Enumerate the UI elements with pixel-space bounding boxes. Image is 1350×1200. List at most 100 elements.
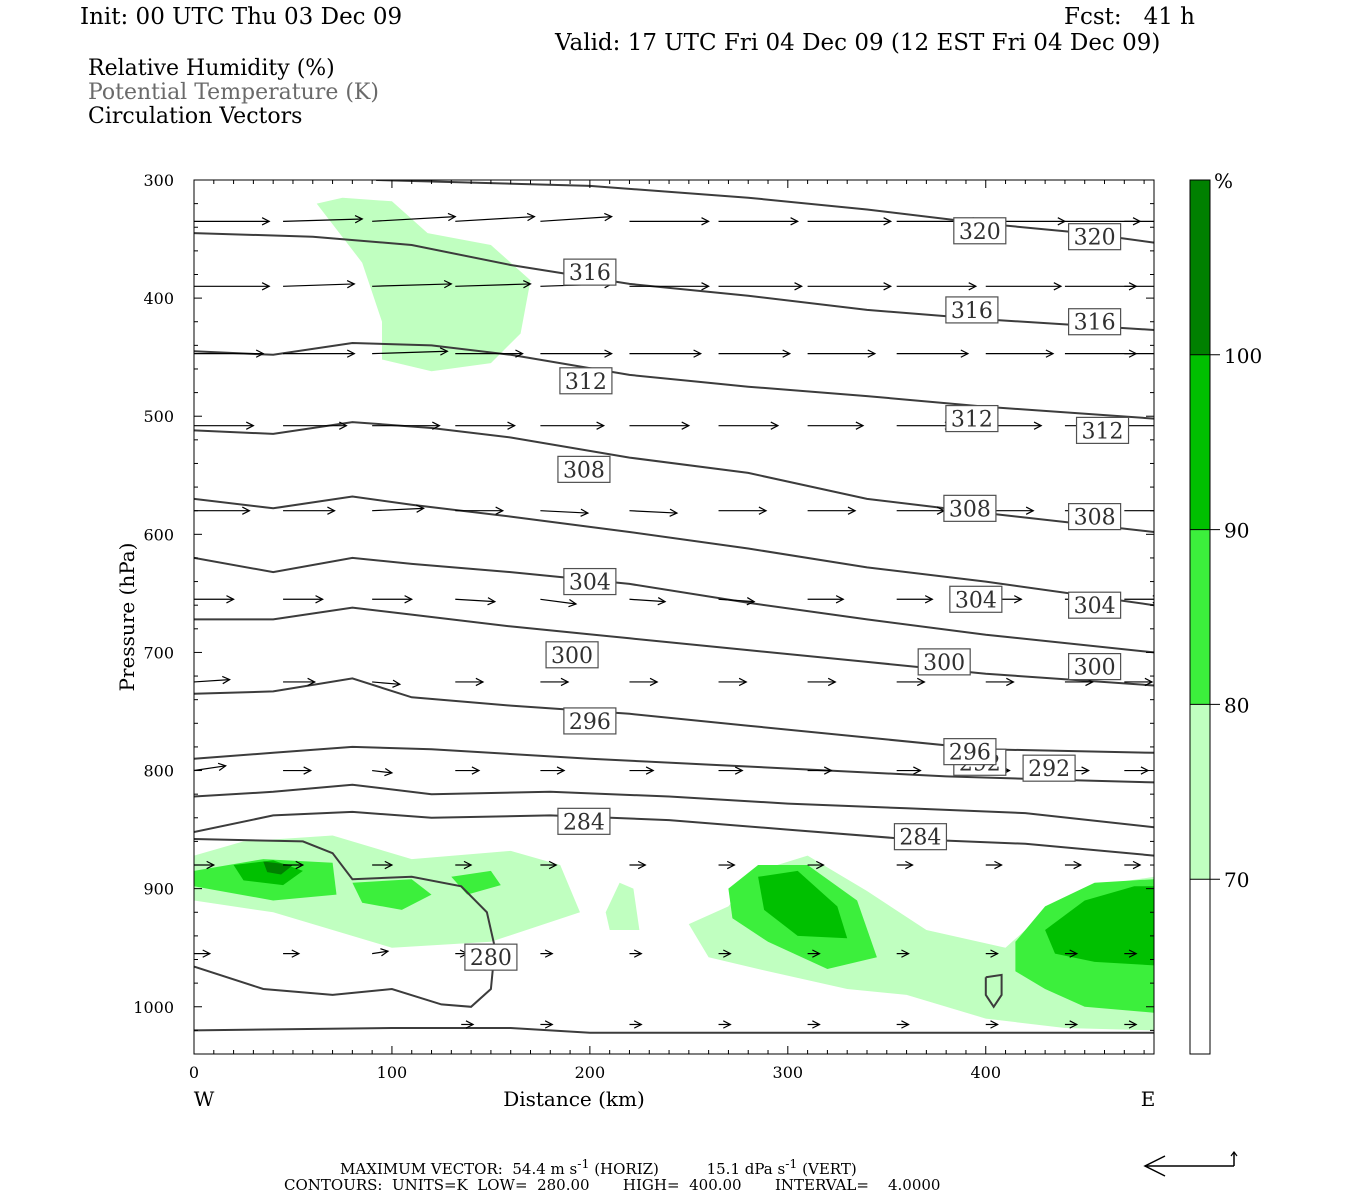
circulation-vector (629, 508, 679, 517)
contour-label-292: 292 (1022, 754, 1076, 782)
circulation-vector (194, 949, 212, 958)
y-tick-label: 400 (143, 289, 174, 308)
circulation-vector (985, 949, 999, 958)
init-time: Init: 00 UTC Thu 03 Dec 09 (80, 4, 403, 30)
circulation-vector (896, 349, 970, 358)
circulation-vector (807, 421, 865, 430)
vector-head (526, 212, 536, 222)
vector-head (392, 679, 402, 688)
circulation-vector (985, 1020, 999, 1029)
vector-head (883, 217, 893, 226)
vector-head (827, 677, 837, 687)
circulation-vector (629, 217, 710, 226)
vector-head (823, 766, 833, 775)
vector-head (255, 349, 265, 358)
contour-label-308: 308 (943, 494, 997, 522)
vector-head (507, 421, 516, 430)
vector-head (994, 860, 1003, 870)
x-tick-label: 100 (377, 1063, 408, 1082)
circulation-vector (807, 860, 825, 870)
circulation-vector (283, 949, 301, 958)
circulation-vector (718, 506, 768, 515)
colorbar-unit-label: % (1214, 169, 1233, 193)
vector-head (855, 421, 865, 430)
x-tick-label: 400 (970, 1063, 1001, 1082)
contour-label-text: 308 (1074, 506, 1116, 531)
theta-contour-324 (376, 180, 1154, 244)
vector-head (380, 948, 390, 957)
x-end-label-west: W (194, 1087, 215, 1111)
circulation-vector (807, 282, 893, 291)
contour-label-text: 300 (923, 651, 965, 676)
circulation-vector (540, 508, 590, 517)
circulation-vector (1124, 425, 1154, 427)
vector-head (1053, 282, 1063, 291)
vector-head (758, 506, 768, 515)
circulation-vector (372, 504, 425, 513)
vector-head (701, 217, 710, 226)
circulation-vector (540, 949, 554, 958)
circulation-vector (455, 860, 473, 870)
circulation-vector (1064, 1020, 1079, 1029)
circulation-vector (718, 766, 744, 775)
contour-label-box (917, 648, 971, 676)
vector-head (1069, 949, 1079, 958)
vector-head (261, 282, 271, 291)
vector-shaft (455, 283, 531, 287)
vector-head (901, 1020, 910, 1029)
circulation-vector (455, 212, 536, 222)
circulation-vector (1124, 766, 1150, 775)
circulation-vector (283, 860, 305, 870)
vector-head (701, 282, 710, 291)
theta-contour-312 (194, 421, 1154, 533)
vector-head (726, 860, 736, 870)
vector-head (560, 677, 570, 687)
circulation-vector (283, 215, 364, 224)
circulation-vector (372, 279, 453, 289)
vector-head (1025, 506, 1035, 515)
vector-head (649, 677, 659, 687)
vector-head (544, 949, 554, 958)
vector-head (291, 949, 301, 958)
circulation-vector (896, 1020, 910, 1029)
vector-shaft (718, 598, 755, 603)
contour-label-284: 284 (557, 807, 611, 835)
vector-head (346, 349, 356, 358)
vector-head (960, 349, 970, 358)
contour-label-text: 304 (569, 571, 611, 596)
contour-label-284: 284 (893, 823, 948, 851)
circulation-vector (194, 595, 235, 604)
vector-head (1073, 860, 1083, 870)
vector-shaft (372, 681, 400, 685)
x-tick-label: 300 (773, 1063, 804, 1082)
circulation-vector (629, 677, 659, 687)
vector-head (990, 1020, 999, 1029)
circulation-vector (1124, 677, 1154, 687)
vector-head (226, 595, 235, 604)
circulation-vector (718, 1020, 732, 1029)
circulation-vector (372, 767, 394, 777)
circulation-vector (807, 217, 893, 226)
vector-head (746, 597, 756, 606)
theta-contour-300 (194, 606, 1154, 687)
vector-head (222, 675, 231, 685)
vector-head (242, 506, 251, 515)
vector-head (905, 860, 914, 870)
circulation-vector (540, 1020, 554, 1029)
contour-label-304: 304 (563, 567, 617, 596)
contour-label-box (1022, 754, 1076, 782)
max-vector-note: MAXIMUM VECTOR: 54.4 m s-1 (HORIZ) 15.1 … (340, 1156, 857, 1178)
vector-head (548, 860, 558, 870)
vector-head (693, 349, 703, 358)
vector-shaft (194, 765, 226, 772)
vector-head (604, 212, 613, 222)
vector-head (327, 506, 336, 515)
circulation-vector (807, 506, 857, 515)
circulation-vector (629, 349, 703, 358)
circulation-vector (1124, 949, 1138, 958)
contour-label-text: 308 (563, 458, 605, 483)
circulation-vector (896, 421, 954, 430)
circulation-vector (540, 421, 606, 430)
vector-head (261, 217, 271, 226)
